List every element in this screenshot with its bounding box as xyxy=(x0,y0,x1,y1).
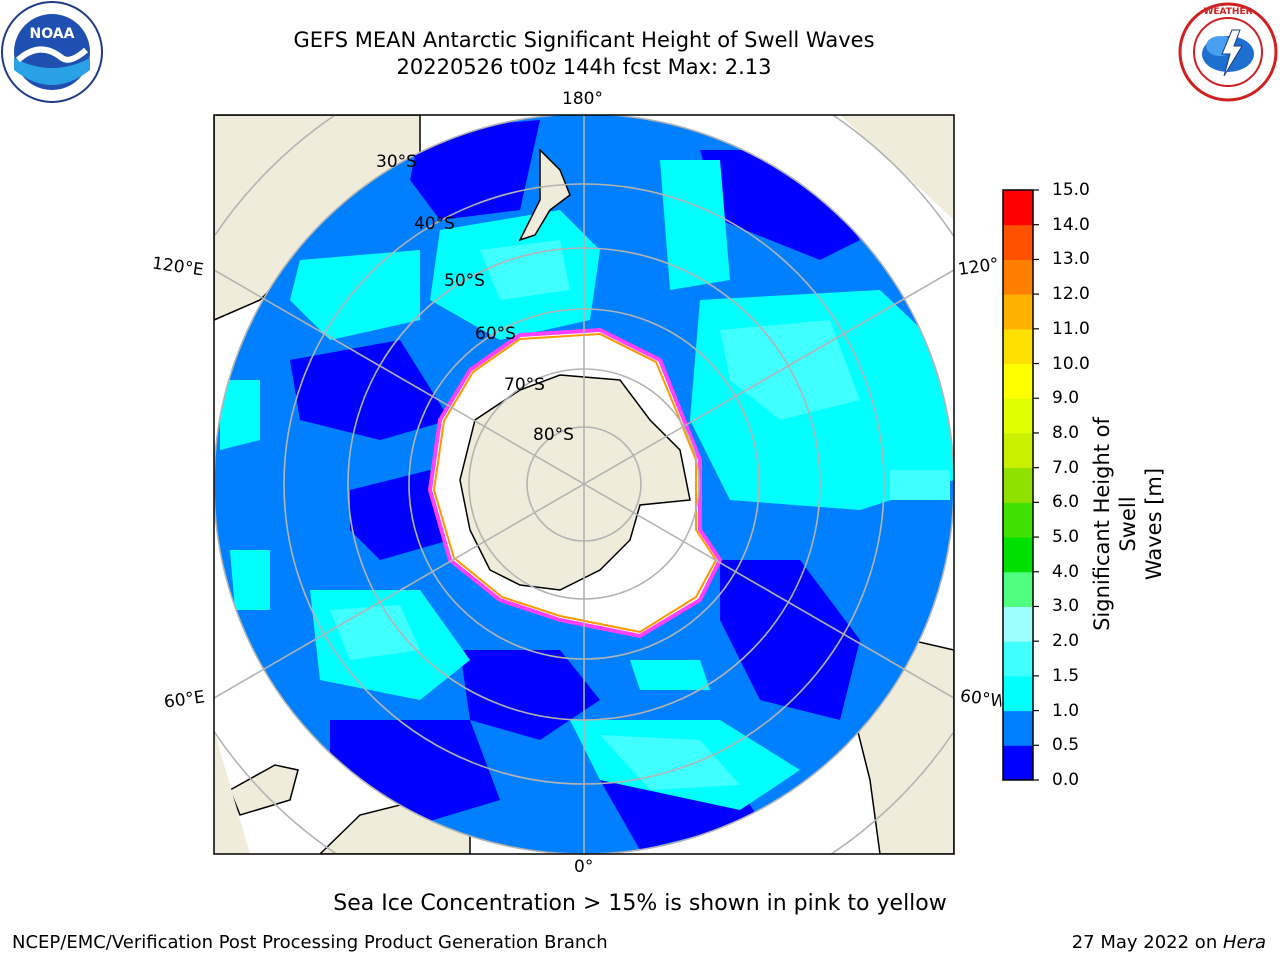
colorbar-segment xyxy=(1003,190,1033,226)
colorbar-tick-label: 1.0 xyxy=(1052,700,1080,721)
land-top-right xyxy=(840,115,954,220)
lon-label-0: 0° xyxy=(574,857,594,877)
colorbar-segment xyxy=(1003,328,1033,365)
lat-label-70s: 70°S xyxy=(504,375,545,395)
land-antarctica xyxy=(459,374,691,591)
colorbar-segment xyxy=(1003,571,1033,607)
colorbar-segment xyxy=(1003,537,1033,573)
lat-label-50s: 50°S xyxy=(444,271,485,291)
land-bottom-left xyxy=(214,730,250,854)
colorbar-segment xyxy=(1003,745,1033,781)
colorbar-segment xyxy=(1003,710,1033,746)
colorbar-tick-label: 0.0 xyxy=(1052,770,1080,790)
sea-ice-caption: Sea Ice Concentration > 15% is shown in … xyxy=(333,891,947,916)
colorbar-segment xyxy=(1003,675,1033,712)
graticule xyxy=(214,115,954,854)
lat-label-60s: 60°S xyxy=(475,324,516,344)
lat-label-80s: 80°S xyxy=(533,425,574,445)
colorbar-segment xyxy=(1003,398,1033,434)
noaa-logo-text: NOAA xyxy=(30,26,75,42)
colorbar-segment xyxy=(1003,606,1033,642)
colorbar-segment xyxy=(1003,502,1033,538)
chart-title: GEFS MEAN Antarctic Significant Height o… xyxy=(293,28,875,52)
colorbar-tick-label: 2.0 xyxy=(1052,631,1080,652)
colorbar-segment xyxy=(1003,224,1033,260)
nws-logo: WEATHER xyxy=(1178,2,1278,102)
colorbar-tick-label: 14.0 xyxy=(1052,214,1090,235)
colorbar-tick-label: 8.0 xyxy=(1052,422,1080,443)
colorbar-tick-label: 5.0 xyxy=(1052,527,1080,548)
lon-label-180: 180° xyxy=(562,89,603,109)
colorbar-tick-label: 6.0 xyxy=(1052,492,1080,513)
colorbar-tick-label: 0.5 xyxy=(1052,735,1080,756)
colorbar-segment xyxy=(1003,432,1033,469)
land-madagascar xyxy=(229,764,299,816)
colorbar-label: Significant Height of Swell Waves [m] xyxy=(1090,417,1166,631)
colorbar-segment xyxy=(1003,294,1033,330)
colorbar-tick-label: 11.0 xyxy=(1052,318,1090,339)
colorbar-segment xyxy=(1003,363,1033,399)
colorbar-tick-label: 9.0 xyxy=(1052,388,1080,409)
svg-text:WEATHER: WEATHER xyxy=(1203,7,1252,17)
chart-subtitle: 20220526 t00z 144h fcst Max: 2.13 xyxy=(396,55,772,79)
noaa-logo: NOAA xyxy=(1,1,103,103)
lat-label-30s: 30°S xyxy=(376,152,417,172)
colorbar-tick-label: 12.0 xyxy=(1052,284,1090,305)
colorbar-tick-label: 1.5 xyxy=(1052,665,1080,686)
colorbar-tick-label: 7.0 xyxy=(1052,457,1080,478)
colorbar-tick-label: 10.0 xyxy=(1052,353,1090,374)
footer-date: 27 May 2022 on Hera xyxy=(1071,932,1266,953)
colorbar-tick-label: 13.0 xyxy=(1052,249,1090,270)
colorbar-tick-label: 15.0 xyxy=(1052,180,1090,200)
lat-label-40s: 40°S xyxy=(414,214,455,234)
colorbar-tick-label: 4.0 xyxy=(1052,561,1080,582)
footer-credit: NCEP/EMC/Verification Post Processing Pr… xyxy=(12,932,608,953)
colorbar-segment xyxy=(1003,467,1033,503)
colorbar-tick-label: 3.0 xyxy=(1052,596,1080,617)
colorbar-segment xyxy=(1003,259,1033,295)
colorbar xyxy=(1002,189,1039,781)
land-new-zealand xyxy=(518,148,571,242)
colorbar-segment xyxy=(1003,641,1033,677)
